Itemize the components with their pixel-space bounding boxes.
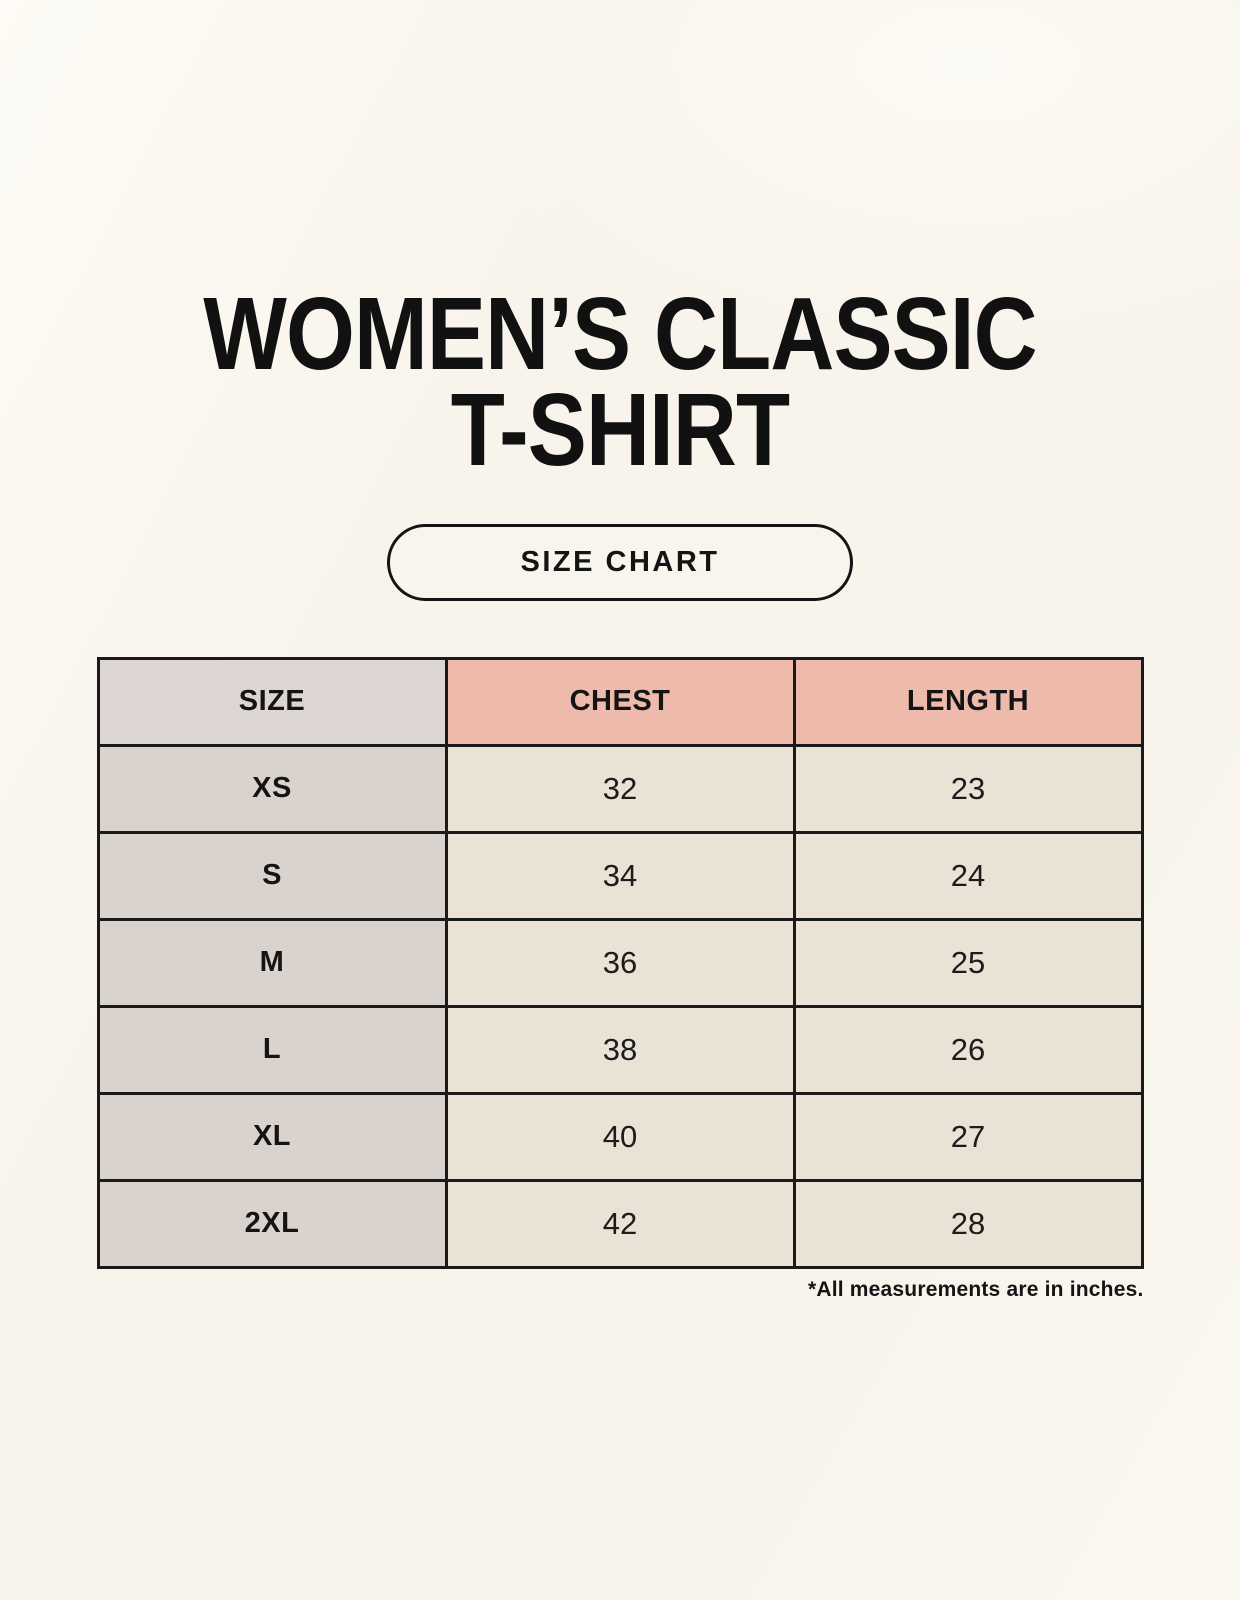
column-header-size: SIZE [96, 656, 448, 747]
length-cell: 24 [792, 830, 1144, 921]
chest-cell: 32 [444, 743, 796, 834]
column-header-length: LENGTH [792, 656, 1144, 747]
table-row-m: M 36 25 [96, 917, 1144, 1008]
page-title-line-1: WOMEN’S CLASSIC [203, 276, 1037, 391]
size-cell: 2XL [96, 1178, 448, 1269]
page-title-line-2: T-SHIRT [450, 371, 790, 487]
table-row-s: S 34 24 [96, 830, 1144, 921]
chest-cell: 34 [444, 830, 796, 921]
size-cell: XS [96, 743, 448, 834]
length-cell: 23 [792, 743, 1144, 834]
length-cell: 26 [792, 1004, 1144, 1095]
size-table: SIZE CHEST LENGTH XS 32 23 S 34 24 M 36 … [96, 656, 1144, 1269]
length-cell: 27 [792, 1091, 1144, 1182]
table-row-xs: XS 32 23 [96, 743, 1144, 834]
size-chart-button[interactable]: SIZE CHART [387, 523, 853, 601]
size-cell: M [96, 917, 448, 1008]
chest-cell: 36 [444, 917, 796, 1008]
chest-cell: 42 [444, 1178, 796, 1269]
size-chart-button-label: SIZE CHART [520, 545, 720, 578]
page-title: WOMEN’S CLASSIC T-SHIRT [87, 0, 1153, 487]
table-row-l: L 38 26 [96, 1004, 1144, 1095]
table-header-row: SIZE CHEST LENGTH [96, 656, 1144, 747]
measurements-footnote: *All measurements are in inches. [807, 1277, 1144, 1301]
size-cell: S [96, 830, 448, 921]
length-cell: 25 [792, 917, 1144, 1008]
size-cell: L [96, 1004, 448, 1095]
size-cell: XL [96, 1091, 448, 1182]
chest-cell: 38 [444, 1004, 796, 1095]
table-row-2xl: 2XL 42 28 [96, 1178, 1144, 1269]
length-cell: 28 [792, 1178, 1144, 1269]
chest-cell: 40 [444, 1091, 796, 1182]
column-header-chest: CHEST [444, 656, 796, 747]
table-row-xl: XL 40 27 [96, 1091, 1144, 1182]
